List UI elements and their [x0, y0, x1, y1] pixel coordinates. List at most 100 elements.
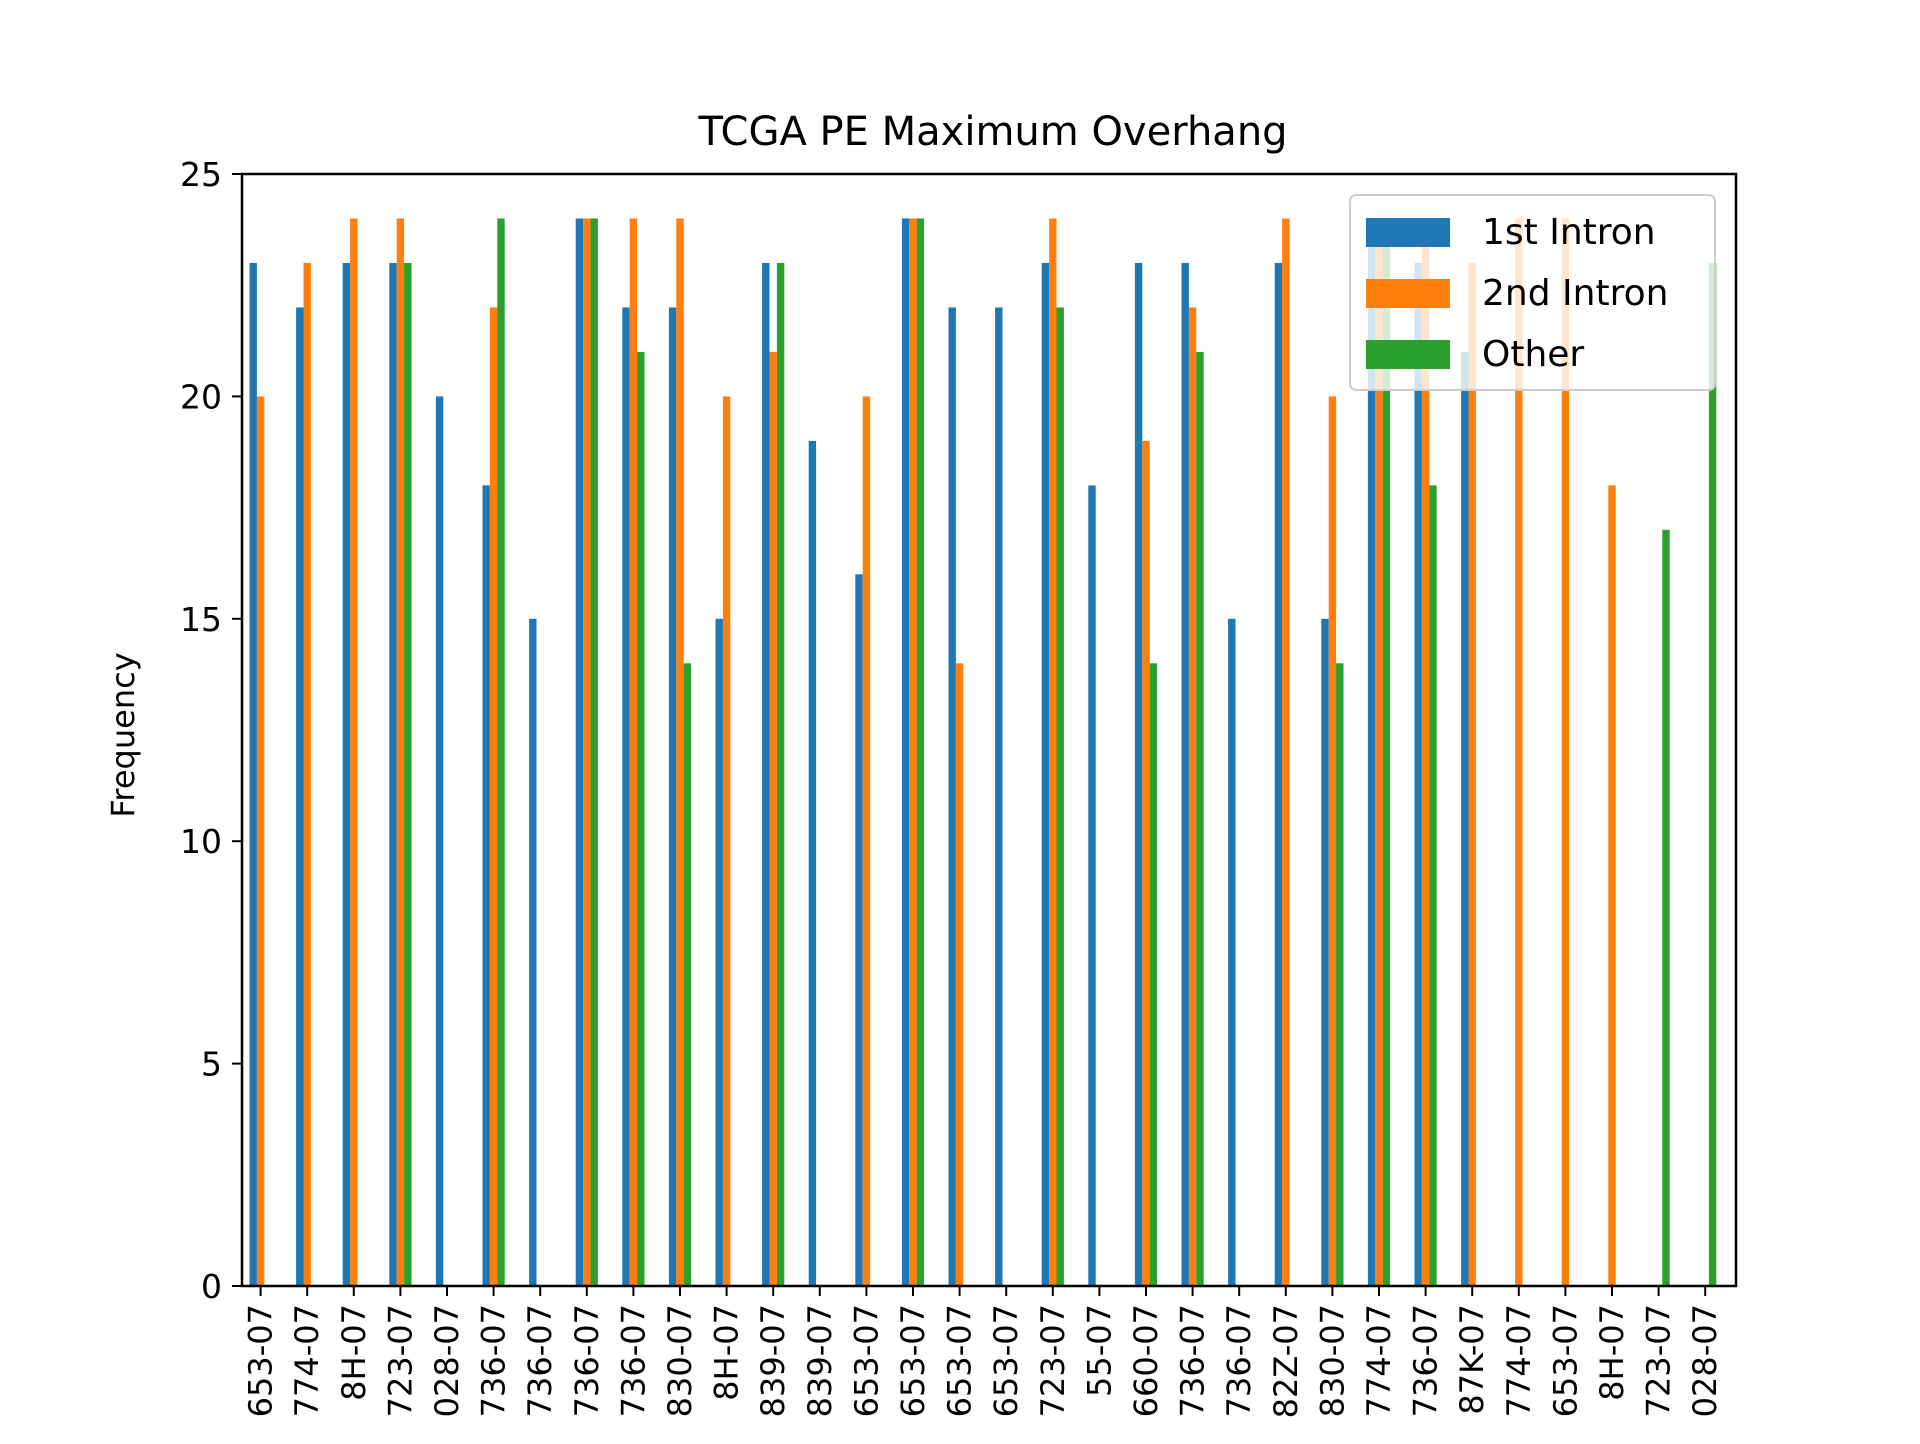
bar-other-8 — [637, 351, 645, 1286]
bar-2nd-intron-17 — [1049, 218, 1057, 1287]
bar-1st-intron-5 — [482, 485, 490, 1286]
bar-2nd-intron-8 — [629, 218, 638, 1287]
bar-other-19 — [1149, 663, 1158, 1286]
bar-1st-intron-7 — [575, 218, 584, 1287]
legend-swatch-0 — [1366, 218, 1450, 247]
bar-1st-intron-2 — [342, 262, 351, 1287]
x-tick-label-31: 028-07 — [1686, 1304, 1724, 1417]
x-tick-label-18: 55-07 — [1080, 1304, 1118, 1397]
bar-2nd-intron-26 — [1468, 262, 1476, 1287]
bar-1st-intron-11 — [762, 262, 770, 1287]
bar-1st-intron-13 — [855, 574, 863, 1286]
y-tick-label-15: 15 — [180, 600, 222, 639]
bar-other-20 — [1196, 351, 1204, 1286]
bar-2nd-intron-1 — [303, 262, 311, 1287]
bar-1st-intron-4 — [435, 396, 444, 1286]
bar-1st-intron-20 — [1181, 262, 1189, 1287]
x-tick-label-5: 736-07 — [475, 1304, 513, 1417]
bar-2nd-intron-5 — [489, 307, 498, 1286]
bar-other-25 — [1429, 485, 1437, 1286]
plot-frame — [240, 172, 1738, 1288]
y-tick-label-5: 5 — [201, 1045, 222, 1084]
x-tick-label-17: 723-07 — [1034, 1304, 1072, 1417]
bar-2nd-intron-25 — [1421, 218, 1430, 1287]
legend: 1st Intron 2nd Intron Other — [1349, 194, 1716, 391]
bar-2nd-intron-7 — [583, 218, 591, 1287]
y-tick-label-0: 0 — [201, 1267, 222, 1306]
bar-1st-intron-26 — [1461, 351, 1469, 1286]
x-tick-label-8: 736-07 — [614, 1304, 652, 1417]
x-tick-label-3: 723-07 — [381, 1304, 419, 1417]
bar-2nd-intron-3 — [396, 218, 405, 1287]
bar-1st-intron-14 — [901, 218, 910, 1287]
x-tick-label-20: 736-07 — [1174, 1304, 1212, 1417]
bar-2nd-intron-13 — [862, 396, 871, 1286]
bar-2nd-intron-9 — [676, 218, 684, 1287]
x-tick-label-6: 736-07 — [521, 1304, 559, 1417]
y-axis: 0 5 10 15 20 25 — [180, 155, 242, 1306]
bar-other-17 — [1056, 307, 1064, 1286]
x-tick-label-25: 736-07 — [1407, 1304, 1445, 1417]
x-tick-label-14: 653-07 — [894, 1304, 932, 1417]
bar-1st-intron-21 — [1228, 618, 1236, 1286]
bar-1st-intron-8 — [622, 307, 630, 1286]
bar-1st-intron-24 — [1367, 218, 1376, 1287]
y-tick-label-20: 20 — [180, 377, 222, 416]
bar-2nd-intron-20 — [1188, 307, 1197, 1286]
bar-1st-intron-23 — [1321, 618, 1329, 1286]
bar-1st-intron-1 — [296, 307, 304, 1286]
x-tick-label-12: 839-07 — [801, 1304, 839, 1417]
x-tick-label-16: 653-07 — [987, 1304, 1025, 1417]
x-tick-label-10: 8H-07 — [708, 1304, 746, 1401]
bar-2nd-intron-11 — [769, 351, 777, 1286]
bar-other-9 — [683, 663, 692, 1286]
x-tick-label-1: 774-07 — [288, 1304, 326, 1417]
legend-label-2: Other — [1482, 334, 1584, 375]
bar-other-31 — [1708, 262, 1717, 1287]
bar-1st-intron-10 — [715, 618, 723, 1286]
bar-1st-intron-3 — [389, 262, 397, 1287]
bar-1st-intron-12 — [808, 440, 817, 1286]
bar-2nd-intron-28 — [1561, 218, 1570, 1287]
bar-1st-intron-17 — [1041, 262, 1050, 1287]
bar-other-14 — [916, 218, 925, 1287]
bar-other-24 — [1382, 218, 1391, 1287]
x-tick-label-22: 82Z-07 — [1267, 1304, 1305, 1418]
chart-title: TCGA PE Maximum Overhang — [697, 109, 1287, 155]
bars-layer — [249, 218, 1717, 1287]
bar-1st-intron-19 — [1134, 262, 1143, 1287]
x-tick-label-11: 839-07 — [754, 1304, 792, 1417]
bar-2nd-intron-23 — [1328, 396, 1337, 1286]
legend-label-1: 2nd Intron — [1482, 273, 1668, 314]
bar-2nd-intron-19 — [1142, 440, 1150, 1286]
x-tick-label-26: 87K-07 — [1453, 1304, 1491, 1415]
bar-2nd-intron-29 — [1608, 485, 1616, 1286]
x-tick-label-24: 774-07 — [1360, 1304, 1398, 1417]
x-tick-label-2: 8H-07 — [335, 1304, 373, 1401]
x-tick-label-27: 774-07 — [1500, 1304, 1538, 1417]
bar-1st-intron-15 — [948, 307, 956, 1286]
bar-2nd-intron-15 — [955, 663, 964, 1286]
bar-2nd-intron-2 — [350, 218, 358, 1287]
x-tick-label-9: 830-07 — [661, 1304, 699, 1417]
bar-other-3 — [404, 262, 412, 1287]
bar-2nd-intron-24 — [1375, 218, 1383, 1287]
legend-swatch-2 — [1366, 340, 1450, 369]
y-axis-label: Frequency — [104, 652, 142, 817]
bar-1st-intron-18 — [1088, 485, 1096, 1286]
y-tick-label-10: 10 — [180, 822, 222, 861]
x-tick-label-7: 736-07 — [568, 1304, 606, 1417]
bar-1st-intron-0 — [249, 262, 257, 1287]
bar-1st-intron-22 — [1274, 262, 1283, 1287]
x-tick-label-19: 660-07 — [1127, 1304, 1165, 1417]
bar-1st-intron-9 — [668, 307, 677, 1286]
bar-1st-intron-6 — [529, 618, 537, 1286]
legend-swatch-1 — [1366, 279, 1450, 308]
bar-other-7 — [590, 218, 598, 1287]
x-tick-label-21: 736-07 — [1220, 1304, 1258, 1417]
y-tick-label-25: 25 — [180, 155, 222, 194]
bar-2nd-intron-22 — [1282, 218, 1290, 1287]
bar-1st-intron-16 — [995, 307, 1003, 1286]
x-tick-label-15: 653-07 — [941, 1304, 979, 1417]
